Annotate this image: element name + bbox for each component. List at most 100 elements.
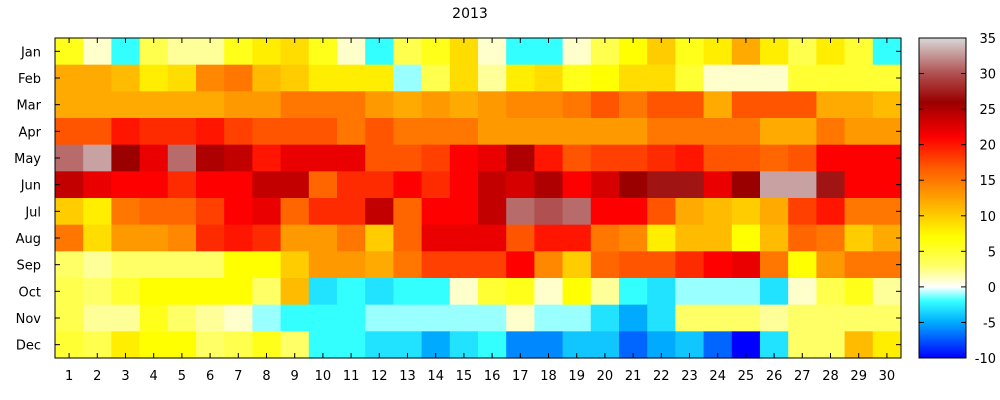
heatmap-cell [478, 64, 507, 92]
heatmap-cell [731, 304, 761, 332]
heatmap-cell [731, 171, 761, 199]
heatmap-cell [760, 64, 789, 92]
heatmap-cell [703, 278, 733, 306]
heatmap-cell [590, 64, 620, 92]
heatmap-cell [675, 278, 705, 306]
heatmap-cell [816, 171, 846, 199]
y-tick-label: Sep [16, 259, 41, 274]
colorbar-tick-label: 25 [979, 103, 996, 118]
x-tick-label: 5 [178, 369, 186, 384]
heatmap-cell [534, 304, 564, 332]
heatmap-cell [196, 278, 225, 306]
heatmap-cell [449, 91, 479, 119]
heatmap-cell [196, 251, 225, 279]
heatmap-cell [280, 278, 310, 306]
heatmap-cell [703, 198, 733, 226]
heatmap-cell [619, 251, 648, 279]
heatmap-cell [337, 278, 366, 306]
heatmap-cell [449, 198, 479, 226]
x-tick-label: 25 [738, 369, 755, 384]
heatmap-cell [365, 224, 394, 252]
heatmap-cell [675, 198, 705, 226]
heatmap-cell [167, 304, 197, 332]
colorbar-tick-label: 20 [979, 139, 996, 154]
heatmap-cell [252, 91, 282, 119]
heatmap-cell [562, 224, 592, 252]
y-tick-label: Oct [19, 285, 41, 300]
heatmap-cell [844, 304, 874, 332]
heatmap-cell [365, 304, 394, 332]
heatmap-cell [224, 224, 253, 252]
heatmap-cell [167, 64, 197, 92]
heatmap-cell [731, 278, 761, 306]
heatmap-cell [534, 118, 564, 146]
heatmap-cell [844, 64, 874, 92]
heatmap-cell [167, 91, 197, 119]
heatmap-cell [337, 224, 366, 252]
heatmap-cell [337, 251, 366, 279]
heatmap-cell [590, 304, 620, 332]
heatmap-cell [280, 198, 310, 226]
heatmap-cell [393, 144, 423, 172]
heatmap-cell [647, 64, 676, 92]
heatmap-cell [647, 91, 676, 119]
heatmap-cell [731, 64, 761, 92]
heatmap-cell [196, 144, 225, 172]
heatmap-cell [393, 171, 423, 199]
heatmap-cell [196, 198, 225, 226]
heatmap-cell [647, 278, 676, 306]
heatmap-cell [421, 171, 451, 199]
heatmap-cell [83, 144, 112, 172]
heatmap-cell [83, 224, 112, 252]
heatmap-cell [393, 278, 423, 306]
heatmap-cell [167, 198, 197, 226]
heatmap-cell [675, 304, 705, 332]
heatmap-cell [816, 144, 846, 172]
heatmap-cell [449, 224, 479, 252]
heatmap-cell [252, 278, 282, 306]
heatmap-cell [139, 64, 169, 92]
x-tick-label: 3 [121, 369, 129, 384]
heatmap-cell [788, 144, 817, 172]
heatmap-cell [534, 91, 564, 119]
heatmap-cell [337, 198, 366, 226]
heatmap-cell [675, 64, 705, 92]
heatmap-cell [478, 91, 507, 119]
y-tick-label: Feb [18, 72, 41, 87]
heatmap-cell [788, 278, 817, 306]
heatmap-cell [647, 224, 676, 252]
heatmap-cell [139, 304, 169, 332]
y-tick-label: Jan [20, 45, 41, 60]
heatmap-cell [675, 171, 705, 199]
y-tick-label: Nov [16, 312, 42, 327]
heatmap-cell [534, 224, 564, 252]
colorbar-tick-label: -5 [983, 316, 996, 331]
heatmap-cell [675, 118, 705, 146]
colorbar-tick-label: 35 [979, 32, 996, 47]
heatmap-cell [844, 91, 874, 119]
x-tick-label: 9 [291, 369, 299, 384]
heatmap-cell [703, 251, 733, 279]
x-tick-label: 24 [709, 369, 726, 384]
colorbar-tick-label: 30 [979, 68, 996, 83]
heatmap-cell [252, 304, 282, 332]
heatmap-cell [788, 171, 817, 199]
heatmap-cell [393, 118, 423, 146]
x-tick-label: 1 [65, 369, 73, 384]
heatmap-cell [308, 198, 338, 226]
colorbar [918, 37, 967, 359]
heatmap-cell [816, 224, 846, 252]
heatmap-cell [816, 304, 846, 332]
heatmap-cell [619, 171, 648, 199]
heatmap-cell [139, 198, 169, 226]
heatmap-cell [224, 278, 253, 306]
heatmap-cell [111, 224, 141, 252]
heatmap-cell [760, 278, 789, 306]
heatmap-cell [647, 144, 676, 172]
heatmap-cell [731, 198, 761, 226]
heatmap-cell [365, 144, 394, 172]
heatmap-cell [562, 171, 592, 199]
colorbar-tick-label: 5 [988, 245, 996, 260]
heatmap-cell [365, 198, 394, 226]
